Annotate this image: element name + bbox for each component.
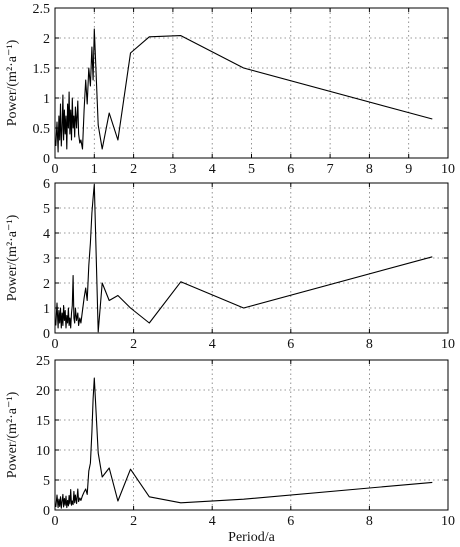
y-axis-label: Power/(m²·a⁻¹): [5, 214, 20, 301]
x-tick-label: 8: [366, 514, 373, 529]
y-axis-label: Power/(m²·a⁻¹): [5, 39, 20, 126]
y-tick-label: 3: [43, 252, 50, 267]
y-tick-label: 0.5: [33, 122, 51, 137]
x-tick-label: 3: [169, 162, 176, 177]
x-tick-label: 8: [366, 162, 373, 177]
x-tick-label: 0: [52, 162, 59, 177]
y-tick-label: 25: [36, 354, 50, 369]
y-tick-label: 5: [43, 474, 50, 489]
x-tick-label: 2: [130, 162, 137, 177]
y-tick-label: 1: [43, 302, 50, 317]
panel-middle: 0 2 4 6 8 10 0 1 2 3 4 5 6 Power/(m²·a⁻¹): [5, 177, 455, 352]
x-tick-label: 10: [441, 514, 455, 529]
y-tick-label: 1.5: [33, 62, 51, 77]
y-axis-label: Power/(m²·a⁻¹): [5, 391, 20, 478]
y-tick-label: 1: [43, 92, 50, 107]
x-tick-label: 5: [248, 162, 255, 177]
x-tick-label: 8: [366, 337, 373, 352]
x-tick-label: 6: [287, 514, 294, 529]
series-line-0: [55, 183, 433, 333]
x-tick-label: 6: [287, 162, 294, 177]
y-tick-label: 0: [43, 327, 50, 342]
x-tick-label: 2: [130, 337, 137, 352]
y-tick-label: 0: [43, 152, 50, 167]
x-axis-label: Period/a: [228, 530, 275, 545]
x-tick-label: 7: [327, 162, 334, 177]
x-tick-label: 2: [130, 514, 137, 529]
series-line-0: [55, 28, 433, 153]
x-tick-label: 4: [209, 162, 216, 177]
plot-frame: [54, 359, 449, 511]
x-tick-label: 9: [405, 162, 412, 177]
x-tick-label: 1: [91, 162, 98, 177]
x-tick-label: 4: [209, 514, 216, 529]
panel-bottom: 0 2 4 6 8 10 0 5 10 15 20 25 Power/(m²·a⁻¹) Period/a: [5, 354, 455, 545]
y-tick-label: 5: [43, 202, 50, 217]
y-tick-label: 6: [43, 177, 50, 192]
y-tick-label: 0: [43, 504, 50, 519]
y-tick-label: 20: [36, 384, 50, 399]
series-line-0: [55, 377, 433, 509]
y-tick-label: 15: [36, 414, 50, 429]
x-tick-label: 10: [441, 162, 455, 177]
y-tick-label: 4: [43, 227, 50, 242]
x-tick-label: 0: [52, 514, 59, 529]
x-tick-label: 10: [441, 337, 455, 352]
y-tick-label: 2: [43, 277, 50, 292]
x-tick-label: 0: [52, 337, 59, 352]
y-tick-label: 2: [43, 32, 50, 47]
x-tick-label: 4: [209, 337, 216, 352]
y-tick-label: 2.5: [33, 2, 51, 17]
x-tick-label: 6: [287, 337, 294, 352]
y-tick-label: 10: [36, 444, 50, 459]
panel-top: 0 1 2 3 4 5 6 7 8 9 10 0 0.5 1 1.5 2 2.5 Power/(m²·a⁻¹): [5, 2, 455, 177]
